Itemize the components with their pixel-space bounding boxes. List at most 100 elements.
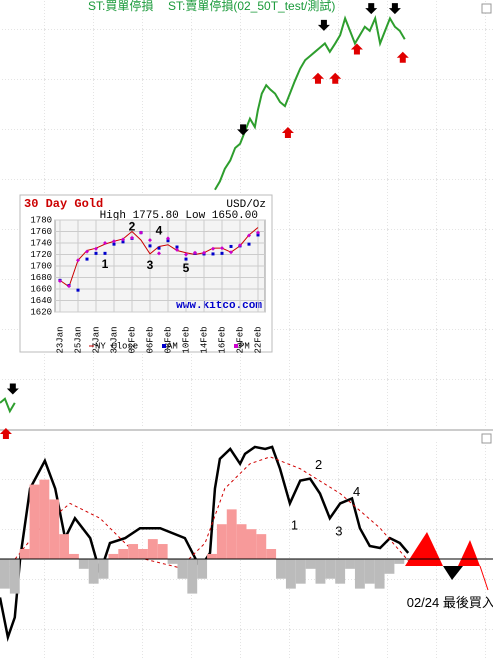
histogram-bar [256, 534, 267, 559]
histogram-bar [207, 553, 217, 559]
inset-y-tick-label: 1680 [30, 273, 52, 283]
histogram-bar [276, 558, 286, 579]
buy-signal [311, 72, 324, 84]
histogram-bar [69, 553, 79, 559]
inset-pm-mark [148, 238, 152, 243]
inset-y-tick-label: 1660 [30, 284, 52, 294]
legend-label: NY Close [95, 341, 138, 351]
inset-y-tick-label: 1640 [30, 296, 52, 306]
histogram-bar [9, 558, 20, 594]
inset-pm-mark [103, 241, 107, 245]
inset-am-mark [148, 244, 152, 248]
inset-pm-mark [184, 252, 188, 257]
histogram-bar [364, 558, 375, 584]
inset-pm-mark [211, 246, 215, 251]
histogram-bar [128, 544, 139, 559]
histogram-bar [0, 558, 10, 589]
histogram-bar [187, 558, 198, 594]
indicator-line [0, 456, 411, 579]
inset-pm-mark [202, 250, 206, 255]
inset-x-tick-label: 22Feb [253, 326, 263, 353]
inset-x-tick-label: 14Feb [199, 326, 209, 353]
legend-label: PM [239, 341, 250, 351]
buy-signal [396, 51, 409, 63]
histogram-bar [108, 553, 119, 559]
inset-x-tick-label: 23Jan [55, 326, 65, 353]
legend-label: AM [167, 341, 178, 351]
annotation: 3 [335, 524, 342, 539]
inset-am-mark [112, 242, 116, 246]
histogram-bar [49, 499, 60, 559]
inset-annotation: 5 [183, 261, 190, 275]
annotation: 1 [291, 518, 298, 533]
histogram-bar [197, 558, 208, 579]
inset-title: 30 Day Gold [24, 197, 103, 211]
sell-signal [6, 383, 19, 395]
inset-pm-mark [157, 251, 161, 256]
signal-triangle [443, 566, 463, 580]
histogram-bar [226, 509, 237, 559]
indicator-line [0, 445, 410, 642]
inset-annotation: 4 [156, 224, 163, 238]
histogram-bar [167, 558, 178, 564]
inset-am-mark [85, 257, 89, 261]
panel-button[interactable] [481, 3, 492, 14]
inset-pm-mark [175, 247, 179, 252]
histogram-bar [88, 558, 99, 584]
inset-pm-mark [67, 284, 71, 289]
buy-signal [281, 127, 294, 139]
legend-sell-stop: ST:賣單停損(02_50T_test/測試) [168, 0, 335, 13]
inset-x-tick-label: 10Feb [181, 326, 191, 353]
annotation: 02/24 最後買入機會 [407, 595, 493, 610]
inset-x-tick-label: 02Feb [127, 326, 137, 353]
inset-x-tick-label: 20Feb [235, 326, 245, 353]
inset-x-tick-label: 08Feb [163, 326, 173, 353]
inset-pm-mark [238, 243, 242, 248]
histogram-bar [118, 549, 129, 559]
inset-y-tick-label: 1720 [30, 250, 52, 260]
inset-pm-mark [130, 235, 134, 240]
annotation: 4 [353, 484, 360, 499]
histogram-bar [29, 484, 40, 559]
inset-pm-mark [112, 239, 116, 244]
histogram-bar [78, 558, 89, 569]
inset-pm-mark [229, 250, 233, 255]
inset-x-tick-label: 31Jan [109, 326, 119, 353]
histogram-bar [236, 524, 247, 559]
inset-pm-mark [256, 230, 260, 235]
inset-pm-mark [121, 237, 125, 242]
histogram-bar [315, 558, 326, 584]
histogram-bar [384, 558, 395, 574]
inset-y-tick-label: 1760 [30, 227, 52, 237]
panel-button[interactable] [481, 433, 492, 444]
inset-am-mark [256, 233, 260, 237]
annotation: 2 [315, 457, 322, 472]
histogram-bar [354, 558, 365, 589]
histogram-bar [98, 558, 109, 579]
histogram-bar [19, 549, 30, 559]
inset-pm-mark [220, 246, 224, 251]
sell-signal [237, 124, 250, 136]
inset-am-mark [184, 257, 188, 261]
inset-pm-mark [76, 258, 80, 263]
inset-annotation: 1 [102, 257, 109, 271]
histogram-bar [295, 558, 306, 584]
buy-signal [0, 428, 12, 439]
histogram-bar [285, 558, 296, 589]
histogram-bar [394, 558, 405, 564]
inset-x-tick-label: 06Feb [145, 326, 155, 353]
inset-y-tick-label: 1620 [30, 307, 52, 317]
inset-y-tick-label: 1700 [30, 261, 52, 271]
legend-swatch [162, 344, 166, 348]
inset-am-mark [229, 244, 233, 248]
kitco-inset: 30 Day Gold USD/Oz High 1775.80 Low 1650… [19, 194, 273, 354]
inset-am-mark [76, 288, 80, 292]
inset-am-mark [166, 239, 170, 243]
signal-line [479, 565, 489, 591]
histogram-bar [157, 544, 168, 559]
inset-pm-mark [166, 236, 170, 241]
inset-pm-mark [58, 278, 62, 283]
inset-close-line [59, 227, 259, 288]
